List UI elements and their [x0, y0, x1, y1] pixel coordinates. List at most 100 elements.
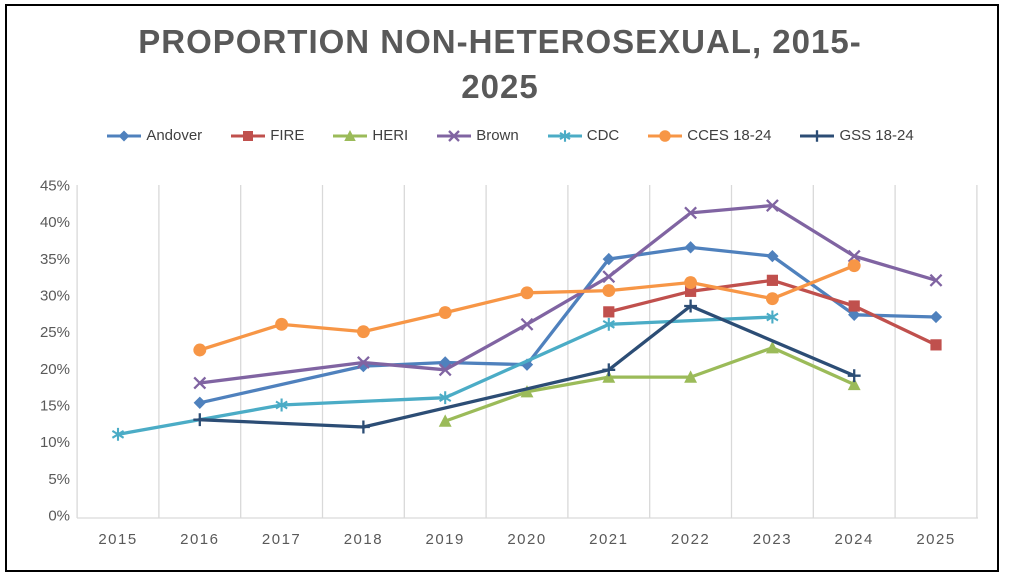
marker-square — [243, 130, 254, 141]
legend-label: Brown — [476, 127, 519, 144]
y-tick-label: 15% — [40, 398, 70, 415]
legend-label: CCES 18-24 — [687, 127, 772, 144]
marker-x — [765, 199, 779, 212]
marker-triangle — [684, 370, 698, 383]
marker-triangle — [847, 377, 861, 391]
marker-square — [685, 285, 697, 297]
marker-x — [356, 356, 370, 369]
series-line — [198, 264, 856, 352]
marker-plus — [811, 129, 824, 142]
chart-title-line-2: 2025 — [461, 67, 539, 105]
legend-marker-triangle-icon — [333, 129, 368, 141]
marker-square — [848, 300, 860, 312]
y-tick-label: 20% — [40, 361, 70, 378]
legend-label: Andover — [146, 127, 203, 144]
marker-asterisk — [766, 310, 779, 324]
marker-circle — [356, 325, 370, 339]
marker-square — [930, 339, 942, 351]
marker-plus — [684, 299, 698, 313]
marker-circle — [847, 259, 861, 273]
marker-circle — [193, 343, 207, 357]
legend: Andover FIRE HERI Brown CDC CCES 18-24 GSS 18-… — [30, 127, 990, 144]
legend-marker-square-icon — [231, 130, 266, 141]
legend-marker-asterisk-icon — [547, 129, 582, 142]
y-tick-label: 25% — [40, 324, 70, 341]
legend-label: FIRE — [270, 127, 305, 144]
legend-item-heri: HERI — [332, 127, 408, 144]
marker-triangle — [602, 370, 616, 383]
x-tick-label: 2015 — [98, 531, 137, 548]
marker-x — [929, 273, 943, 287]
marker-x — [193, 376, 207, 390]
x-tick-label: 2025 — [916, 531, 955, 548]
y-tick-label: 5% — [48, 471, 70, 488]
y-tick-label: 45% — [40, 178, 70, 195]
x-tick-label: 2019 — [426, 531, 465, 548]
marker-plus — [602, 363, 616, 377]
x-tick-label: 2024 — [835, 531, 874, 548]
marker-diamond — [929, 310, 943, 324]
chart-title-line-1: PROPORTION NON-HETEROSEXUAL, 2015- — [138, 23, 862, 60]
x-tick-label: 2023 — [753, 531, 792, 548]
marker-diamond — [684, 241, 697, 254]
marker-x — [448, 129, 461, 142]
marker-asterisk — [602, 317, 615, 331]
legend-item-gss-18-24: GSS 18-24 — [799, 127, 914, 144]
legend-item-brown: Brown — [436, 127, 519, 144]
marker-plus — [193, 413, 207, 427]
marker-circle — [602, 284, 616, 298]
legend-marker-plus-icon — [800, 129, 835, 142]
x-tick-label: 2016 — [180, 531, 219, 548]
marker-x — [684, 206, 698, 220]
marker-triangle — [344, 129, 357, 141]
legend-marker-diamond-icon — [107, 130, 142, 141]
marker-circle — [659, 129, 671, 142]
series-fire — [603, 274, 942, 351]
marker-diamond — [766, 249, 779, 263]
y-tick-label: 10% — [40, 434, 70, 451]
marker-asterisk — [439, 391, 452, 405]
marker-x — [520, 317, 534, 331]
marker-circle — [765, 292, 779, 306]
marker-triangle — [438, 414, 452, 427]
x-tick-label: 2017 — [262, 531, 301, 548]
legend-label: HERI — [372, 127, 409, 144]
marker-plus — [847, 369, 861, 383]
series-heri — [438, 341, 861, 427]
marker-diamond — [602, 252, 615, 266]
legend-item-fire: FIRE — [230, 127, 304, 144]
y-tick-label: 30% — [40, 288, 70, 305]
marker-square — [603, 306, 615, 318]
series-cces-18-24 — [193, 259, 861, 357]
marker-circle — [275, 317, 289, 331]
legend-item-cdc: CDC — [547, 127, 620, 144]
marker-x — [847, 249, 861, 263]
legend-label: CDC — [586, 127, 620, 144]
y-tick-label: 0% — [48, 508, 70, 525]
marker-diamond — [848, 308, 861, 321]
x-tick-label: 2018 — [344, 531, 383, 548]
legend-marker-x-icon — [437, 129, 472, 142]
legend-marker-circle-icon — [648, 129, 683, 142]
x-tick-label: 2020 — [507, 531, 546, 548]
marker-triangle — [765, 341, 779, 354]
series-cdc — [111, 310, 779, 441]
x-tick-label: 2021 — [589, 531, 628, 548]
y-tick-label: 35% — [40, 251, 70, 268]
marker-asterisk — [275, 398, 288, 412]
marker-asterisk — [559, 129, 571, 142]
marker-diamond — [193, 396, 206, 409]
y-tick-label: 40% — [40, 214, 70, 231]
chart-title: PROPORTION NON-HETEROSEXUAL, 2015- 2025 — [0, 20, 1000, 109]
legend-label: GSS 18-24 — [839, 127, 914, 144]
series-gss-18-24 — [193, 299, 861, 434]
marker-x — [438, 363, 452, 377]
legend-item-cces-18-24: CCES 18-24 — [647, 127, 771, 144]
marker-plus — [356, 420, 370, 434]
marker-circle — [684, 276, 698, 289]
series-brown — [193, 199, 943, 390]
marker-asterisk — [111, 427, 125, 441]
marker-circle — [520, 286, 534, 300]
marker-triangle — [520, 385, 534, 398]
